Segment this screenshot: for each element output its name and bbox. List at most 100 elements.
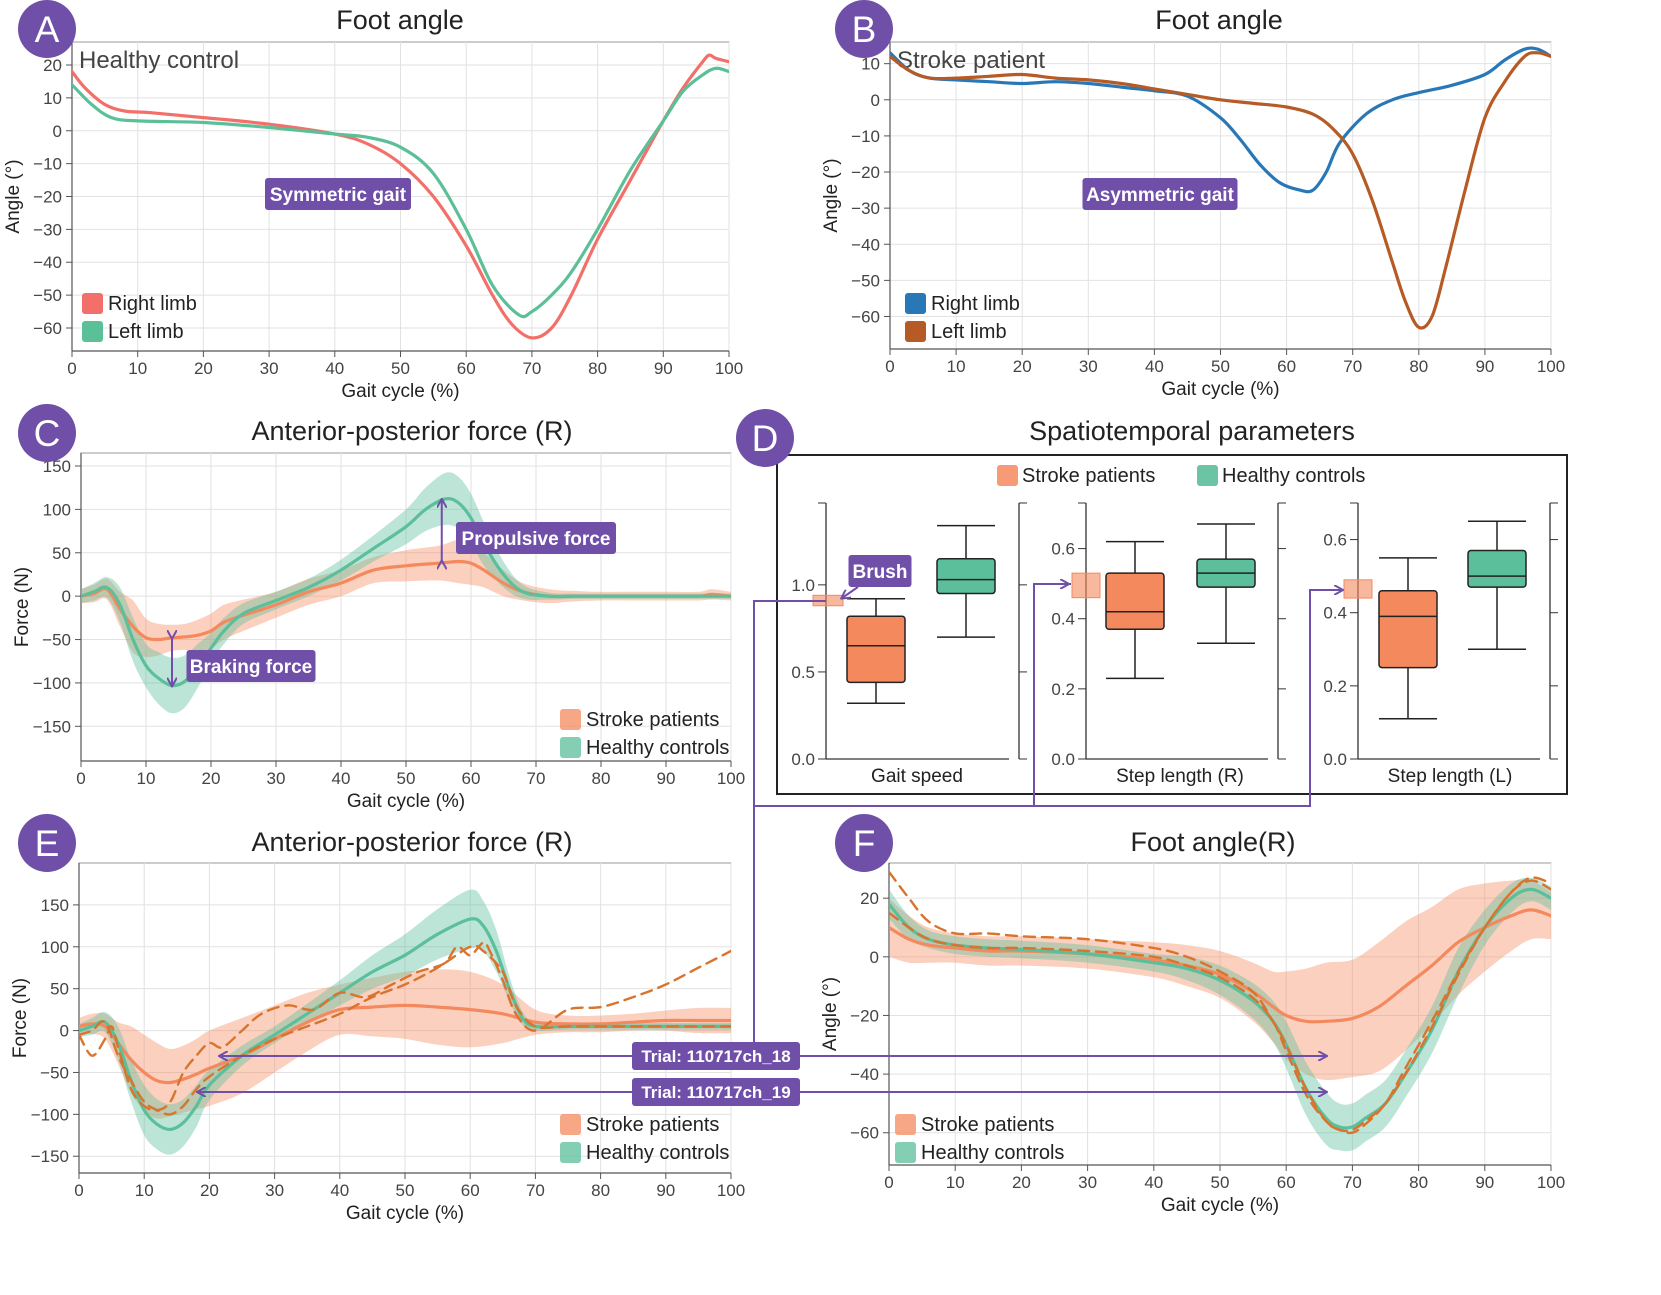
box-y-tick-label: 0.4 — [1051, 610, 1075, 629]
x-axis-label-F: Gait cycle (%) — [1161, 1195, 1279, 1216]
annotation-brush-box — [848, 555, 912, 587]
box-y-tick-label: 0.2 — [1323, 677, 1347, 696]
y-tick-label: −20 — [33, 188, 62, 207]
legend-swatch — [905, 321, 926, 342]
series-line-right-limb — [72, 53, 729, 340]
legend-label: Stroke patients — [586, 709, 719, 731]
y-axis-label-E: Force (N) — [10, 978, 31, 1058]
y-tick-label: −50 — [851, 271, 880, 290]
y-axis-label-A: Angle (°) — [3, 159, 24, 233]
x-tick-label: 70 — [526, 1181, 545, 1200]
y-tick-label: −10 — [851, 127, 880, 146]
annotation-propulsive-force: Propulsive force — [462, 529, 611, 550]
legend-swatch — [895, 1114, 916, 1135]
y-tick-label: −40 — [33, 253, 62, 272]
legend-swatch — [82, 293, 103, 314]
annotation-braking-force: Braking force — [190, 657, 312, 678]
x-tick-label: 50 — [397, 769, 416, 788]
x-tick-label: 80 — [592, 769, 611, 788]
band-healthy-controls — [889, 877, 1551, 1152]
y-tick-label: 150 — [41, 896, 69, 915]
series-line-trial-110717ch-19 — [79, 944, 731, 1116]
x-tick-label: 20 — [194, 359, 213, 378]
band-stroke-patients — [79, 969, 731, 1119]
series-group-F — [889, 870, 1551, 1152]
x-tick-label: 40 — [325, 359, 344, 378]
legend-swatch — [560, 709, 581, 730]
chart-title-A: Foot angle — [336, 5, 464, 35]
x-tick-label: 50 — [391, 359, 410, 378]
legend-label: Stroke patients — [586, 1114, 719, 1136]
series-line-trial-110717ch-19 — [889, 879, 1551, 1133]
x-tick-label: 20 — [202, 769, 221, 788]
x-tick-label: 40 — [1144, 1173, 1163, 1192]
y-tick-label: 10 — [861, 55, 880, 74]
x-tick-label: 30 — [260, 359, 279, 378]
series-line-trial-110717ch-18 — [79, 941, 731, 1112]
trial-label-box[interactable] — [632, 1078, 800, 1106]
box-iqr-healthy — [936, 557, 996, 595]
x-tick-label: 60 — [461, 1181, 480, 1200]
trial-label-box[interactable] — [632, 1042, 800, 1070]
legend-swatch — [82, 321, 103, 342]
legend-label: Left limb — [108, 321, 184, 343]
series-group-A — [72, 53, 729, 340]
legend-swatch — [1197, 465, 1218, 486]
box-y-tick-label: 0.6 — [1323, 531, 1347, 550]
box-iqr-healthy — [1467, 549, 1527, 588]
x-tick-label: 10 — [137, 769, 156, 788]
box-y-tick-label: 0.4 — [1323, 604, 1347, 623]
y-axis-label-C: Force (N) — [12, 567, 33, 647]
box-iqr-stroke — [1378, 590, 1438, 669]
legend-swatch — [560, 1114, 581, 1135]
y-tick-label: 100 — [41, 938, 69, 957]
x-tick-label: 80 — [591, 1181, 610, 1200]
legend-swatch — [895, 1142, 916, 1163]
y-tick-label: −60 — [33, 319, 62, 338]
x-tick-label: 100 — [717, 1181, 745, 1200]
legend-label: Left limb — [931, 321, 1007, 343]
y-tick-label: 0 — [60, 1022, 69, 1041]
trial-label: Trial: 110717ch_19 — [641, 1083, 790, 1102]
panel-badge-A — [18, 0, 76, 58]
annotation-symmetric-gait-box — [265, 178, 411, 210]
series-group-C — [81, 472, 731, 714]
legend-label: Healthy controls — [921, 1142, 1064, 1164]
legend-swatch — [905, 293, 926, 314]
x-tick-label: 60 — [462, 769, 481, 788]
annotation-propulsive-force-box — [456, 522, 616, 554]
band-healthy-controls — [81, 472, 731, 714]
y-tick-label: 0 — [871, 91, 880, 110]
panel-letter-A: A — [35, 9, 60, 50]
x-axis-label-B: Gait cycle (%) — [1161, 379, 1279, 400]
series-line-stroke-patients — [889, 908, 1551, 1024]
x-tick-label: 90 — [656, 1181, 675, 1200]
y-tick-label: −50 — [42, 631, 71, 650]
x-axis-label-C: Gait cycle (%) — [347, 791, 465, 812]
panel-badge-C — [18, 404, 76, 462]
legend-label: Healthy controls — [586, 737, 729, 759]
x-tick-label: 90 — [657, 769, 676, 788]
panel-letter-F: F — [853, 823, 876, 864]
legend-swatch — [997, 465, 1018, 486]
series-group-E — [79, 889, 731, 1155]
trial-label: Trial: 110717ch_18 — [641, 1047, 790, 1066]
chart-title-B: Foot angle — [1155, 5, 1283, 35]
box-y-tick-label: 0.6 — [1051, 540, 1075, 559]
x-axis-label-E: Gait cycle (%) — [346, 1203, 464, 1224]
x-tick-label: 0 — [76, 769, 85, 788]
brush-selection[interactable] — [1071, 572, 1101, 599]
y-tick-label: 0 — [53, 122, 62, 141]
y-tick-label: 0 — [62, 587, 71, 606]
chart-title-E: Anterior-posterior force (R) — [251, 827, 572, 857]
brush-selection[interactable] — [1343, 579, 1373, 599]
x-tick-label: 30 — [1078, 1173, 1097, 1192]
x-tick-label: 30 — [265, 1181, 284, 1200]
x-tick-label: 80 — [588, 359, 607, 378]
panel-letter-E: E — [35, 823, 60, 864]
chart-title-C: Anterior-posterior force (R) — [251, 416, 572, 446]
x-tick-label: 50 — [396, 1181, 415, 1200]
box-y-tick-label: 0.5 — [791, 663, 815, 682]
series-line-trial-110717ch-18 — [889, 870, 1551, 1135]
